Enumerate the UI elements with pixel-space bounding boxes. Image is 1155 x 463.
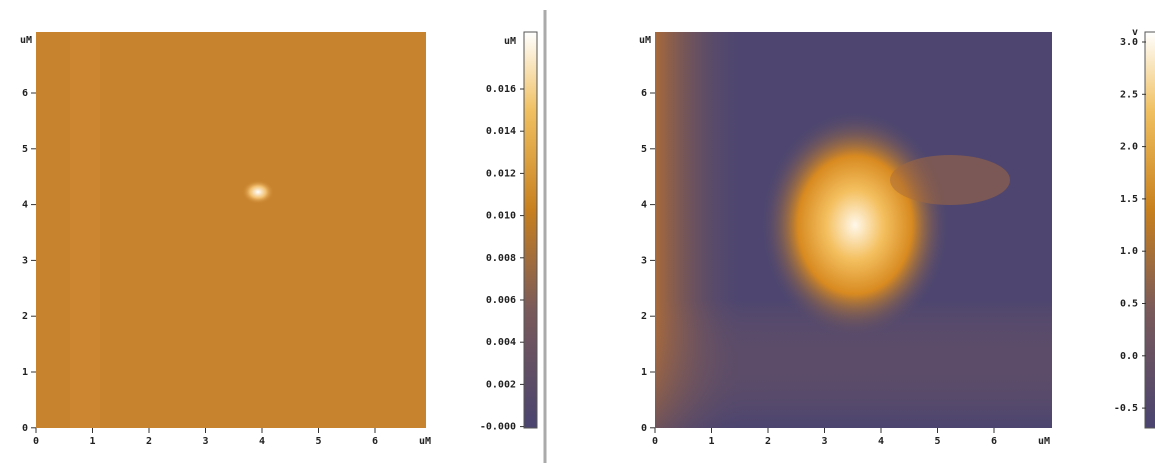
x-tick-label: 2	[146, 436, 152, 447]
colorbar-tick-label: 0.5	[1120, 299, 1138, 310]
x-tick-label: 3	[202, 436, 208, 447]
y-tick-label: 2	[641, 311, 647, 322]
y-tick-label: 3	[641, 255, 647, 266]
colorbar-tick-label: 2.5	[1120, 89, 1138, 100]
colorbar-tick-label: 0.016	[486, 84, 516, 95]
colorbar-tick-label: 0.010	[486, 211, 516, 222]
x-tick-label: 4	[259, 436, 265, 447]
y-tick-label: 4	[22, 200, 28, 211]
colorbar-tick-label: 0.006	[486, 295, 516, 306]
x-unit: uM	[419, 436, 431, 447]
y-unit: uM	[20, 35, 32, 46]
colorbar-tick-label: 1.5	[1120, 194, 1138, 205]
x-tick-label: 0	[33, 436, 39, 447]
y-tick-label: 0	[22, 423, 28, 434]
colorbar	[1144, 31, 1155, 429]
y-unit: uM	[639, 35, 651, 46]
colorbar-tick-label: 0.008	[486, 253, 516, 264]
colorbar-tick-label: 2.0	[1120, 142, 1138, 153]
x-tick-label: 1	[708, 436, 714, 447]
colorbar	[523, 31, 538, 429]
y-tick-label: 3	[22, 255, 28, 266]
colorbar-tick-label: 1.0	[1120, 246, 1138, 257]
x-unit: uM	[1038, 436, 1050, 447]
image-feature	[760, 110, 950, 340]
y-tick-label: 6	[22, 88, 28, 99]
x-tick-label: 0	[652, 436, 658, 447]
colorbar-unit: uM	[504, 36, 516, 47]
y-tick-label: 0	[641, 423, 647, 434]
y-tick-label: 2	[22, 311, 28, 322]
image-streak	[70, 32, 100, 428]
colorbar-tick-label: 0.012	[486, 168, 516, 179]
colorbar-tick-label: 3.0	[1120, 37, 1138, 48]
colorbar-tick-label: 0.0	[1120, 351, 1138, 362]
colorbar-tick-label: 0.004	[486, 337, 516, 348]
colorbar-tick-label: 0.002	[486, 379, 516, 390]
y-tick-label: 5	[22, 144, 28, 155]
x-tick-label: 3	[821, 436, 827, 447]
x-tick-label: 5	[315, 436, 321, 447]
x-tick-label: 5	[934, 436, 940, 447]
y-tick-label: 4	[641, 200, 647, 211]
y-tick-label: 1	[22, 367, 28, 378]
x-tick-label: 1	[89, 436, 95, 447]
x-tick-label: 6	[991, 436, 997, 447]
colorbar-unit: v	[1132, 27, 1138, 38]
afm-image	[36, 32, 426, 428]
colorbar-tick-label: -0.5	[1114, 403, 1138, 414]
x-tick-label: 2	[765, 436, 771, 447]
y-tick-label: 1	[641, 367, 647, 378]
colorbar-tick-label: 0.014	[486, 126, 516, 137]
image-feature	[890, 155, 1010, 205]
y-tick-label: 6	[641, 88, 647, 99]
x-tick-label: 4	[878, 436, 884, 447]
y-tick-label: 5	[641, 144, 647, 155]
x-tick-label: 6	[372, 436, 378, 447]
image-feature	[242, 180, 274, 204]
colorbar-tick-label: -0.000	[480, 422, 516, 433]
